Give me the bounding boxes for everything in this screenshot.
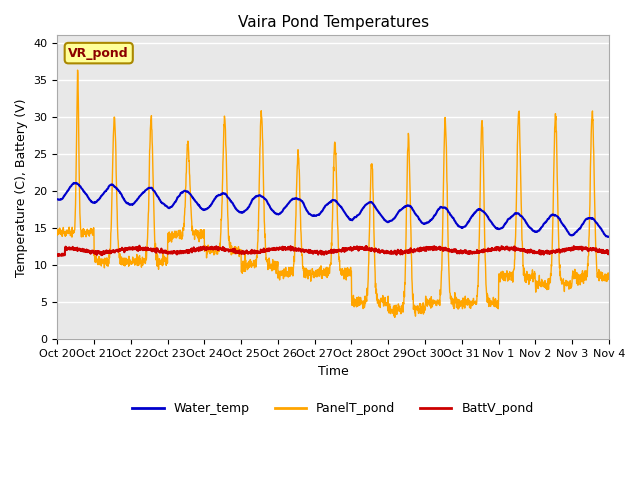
Y-axis label: Temperature (C), Battery (V): Temperature (C), Battery (V) (15, 98, 28, 276)
X-axis label: Time: Time (317, 365, 349, 378)
Title: Vaira Pond Temperatures: Vaira Pond Temperatures (237, 15, 429, 30)
Legend: Water_temp, PanelT_pond, BattV_pond: Water_temp, PanelT_pond, BattV_pond (127, 397, 539, 420)
Text: VR_pond: VR_pond (68, 47, 129, 60)
